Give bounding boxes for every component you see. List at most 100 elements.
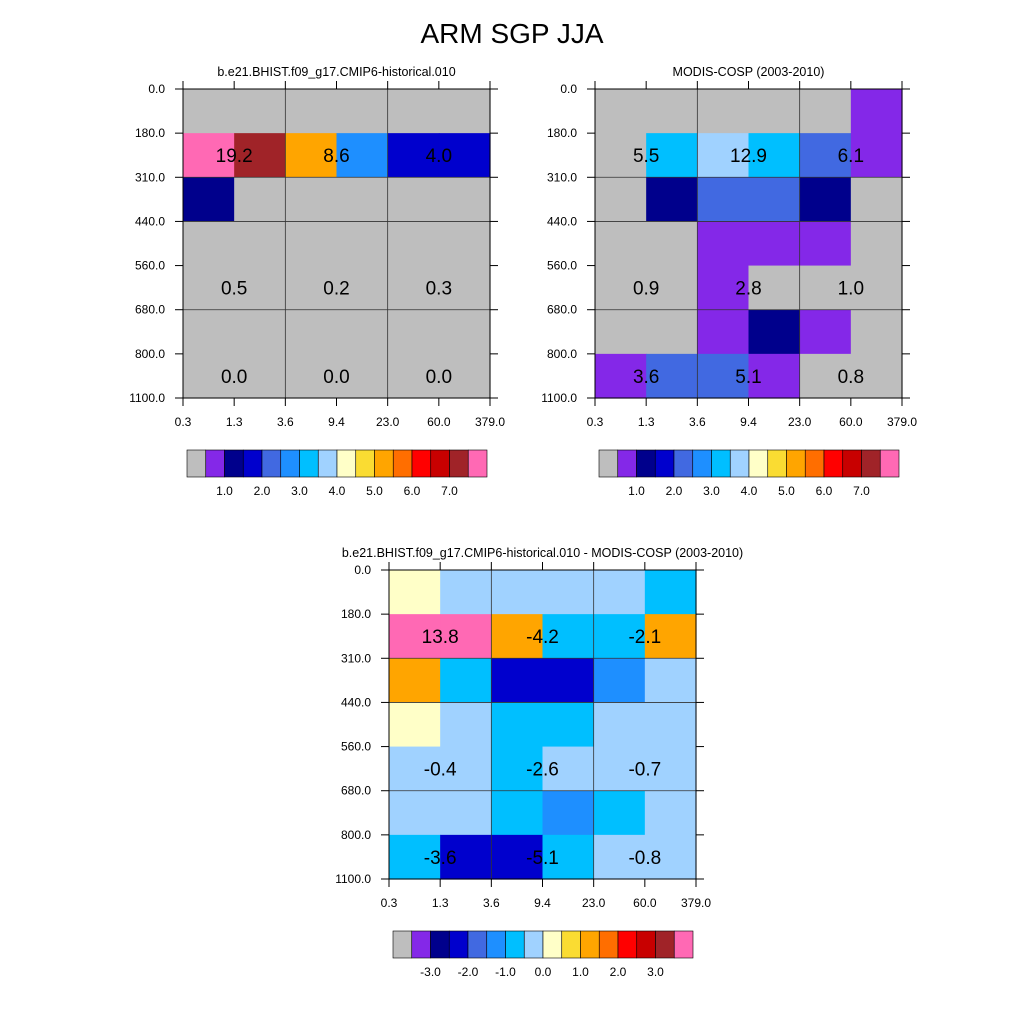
heatmap-cell: [542, 702, 595, 748]
colorbar-swatch: [523, 930, 544, 959]
cell-value-label: 0.5: [221, 279, 247, 300]
colorbar-swatch: [505, 930, 525, 959]
heatmap-cell: [440, 790, 492, 836]
colorbar-swatch: [879, 449, 900, 478]
heatmap-cell: [285, 89, 338, 134]
heatmap-cell: [644, 790, 697, 836]
heatmap-cell: [336, 265, 389, 311]
heatmap-cell: [440, 834, 492, 880]
heatmap-cell: [387, 309, 440, 355]
heatmap-cell: [697, 89, 750, 134]
heatmap-cell: [850, 353, 903, 399]
heatmap-cell: [646, 89, 698, 134]
heatmap-cell: [748, 89, 801, 134]
heatmap-cell: [389, 614, 441, 659]
cell-value-label: 3.6: [633, 367, 659, 388]
y-tick-label: 0.0: [560, 82, 577, 96]
heatmap-cell: [336, 133, 389, 178]
panel-subtitle: b.e21.BHIST.f09_g17.CMIP6-historical.010…: [342, 546, 743, 560]
heatmap-cell: [644, 658, 697, 704]
heatmap-cell: [183, 177, 235, 223]
heatmap-cell: [438, 353, 491, 399]
colorbar-label: 1.0: [628, 484, 645, 498]
cell-value-label: 19.2: [216, 146, 253, 167]
heatmap-cell: [336, 353, 389, 399]
y-tick-label: 560.0: [135, 259, 165, 273]
heatmap-cell: [440, 614, 492, 659]
heatmap-cell: [387, 89, 440, 134]
colorbar-label: 7.0: [853, 484, 870, 498]
heatmap-cell: [748, 177, 801, 223]
x-tick-label: 379.0: [681, 896, 711, 910]
cell-value-label: 5.1: [735, 367, 761, 388]
heatmap-cell: [593, 658, 646, 704]
cell-value-label: 5.5: [633, 146, 659, 167]
colorbar-swatch: [580, 930, 600, 959]
cell-value-label: -0.8: [628, 848, 661, 869]
heatmap-cell: [183, 353, 235, 399]
heatmap-cell: [234, 309, 286, 355]
heatmap-cell: [595, 177, 647, 223]
heatmap-cell: [491, 702, 544, 748]
cell-value-label: 0.2: [323, 279, 349, 300]
heatmap-cell: [389, 834, 441, 880]
heatmap-cell: [593, 746, 646, 792]
heatmap-cell: [183, 133, 235, 178]
cell-value-label: 0.0: [323, 367, 349, 388]
y-tick-label: 800.0: [547, 347, 577, 361]
heatmap-cell: [440, 658, 492, 704]
x-tick-label: 379.0: [887, 415, 917, 429]
colorbar-label: 1.0: [216, 484, 233, 498]
y-tick-label: 0.0: [354, 563, 371, 577]
heatmap-cell: [595, 309, 647, 355]
colorbar-label: 0.0: [535, 965, 552, 979]
heatmap-cell: [387, 265, 440, 311]
heatmap-cell: [646, 177, 698, 223]
heatmap-cell: [646, 265, 698, 311]
y-tick-label: 680.0: [341, 784, 371, 798]
y-tick-label: 560.0: [547, 259, 577, 273]
heatmap-cell: [234, 265, 286, 311]
heatmap-cell: [799, 309, 852, 355]
colorbar-label: 2.0: [610, 965, 627, 979]
colorbar-label: -2.0: [458, 965, 479, 979]
y-tick-label: 440.0: [341, 695, 371, 709]
x-tick-label: 23.0: [788, 415, 812, 429]
colorbar-swatch: [673, 930, 694, 959]
heatmap-cell: [438, 89, 491, 134]
x-tick-label: 60.0: [427, 415, 451, 429]
heatmap-cell: [799, 89, 852, 134]
heatmap-cell: [646, 353, 698, 399]
cell-value-label: 0.9: [633, 279, 659, 300]
heatmap-cell: [644, 614, 697, 659]
heatmap-cell: [542, 790, 595, 836]
heatmap-cell: [542, 570, 595, 615]
colorbar-swatch: [430, 930, 450, 959]
heatmap-cell: [595, 353, 647, 399]
cell-value-label: -2.6: [526, 760, 559, 781]
cell-value-label: 0.8: [838, 367, 864, 388]
x-tick-label: 3.6: [277, 415, 294, 429]
x-tick-label: 0.3: [587, 415, 604, 429]
cell-value-label: 6.1: [838, 146, 864, 167]
heatmap-cell: [799, 353, 852, 399]
colorbar-label: 4.0: [741, 484, 758, 498]
heatmap-cell: [389, 790, 441, 836]
heatmap-cell: [850, 89, 903, 134]
cell-value-label: 13.8: [422, 627, 459, 648]
x-tick-label: 60.0: [839, 415, 863, 429]
cell-value-label: 0.0: [221, 367, 247, 388]
panel-subtitle: MODIS-COSP (2003-2010): [673, 65, 825, 79]
cell-value-label: 1.0: [838, 279, 864, 300]
heatmap-cell: [644, 570, 697, 615]
heatmap-cell: [542, 746, 595, 792]
colorbar-label: 2.0: [254, 484, 271, 498]
cell-value-label: -3.6: [424, 848, 457, 869]
heatmap-cell: [234, 89, 286, 134]
y-tick-label: 180.0: [547, 126, 577, 140]
heatmap-cell: [697, 177, 750, 223]
heatmap-cell: [542, 614, 595, 659]
heatmap-cell: [748, 133, 801, 178]
heatmap-cell: [285, 221, 338, 267]
